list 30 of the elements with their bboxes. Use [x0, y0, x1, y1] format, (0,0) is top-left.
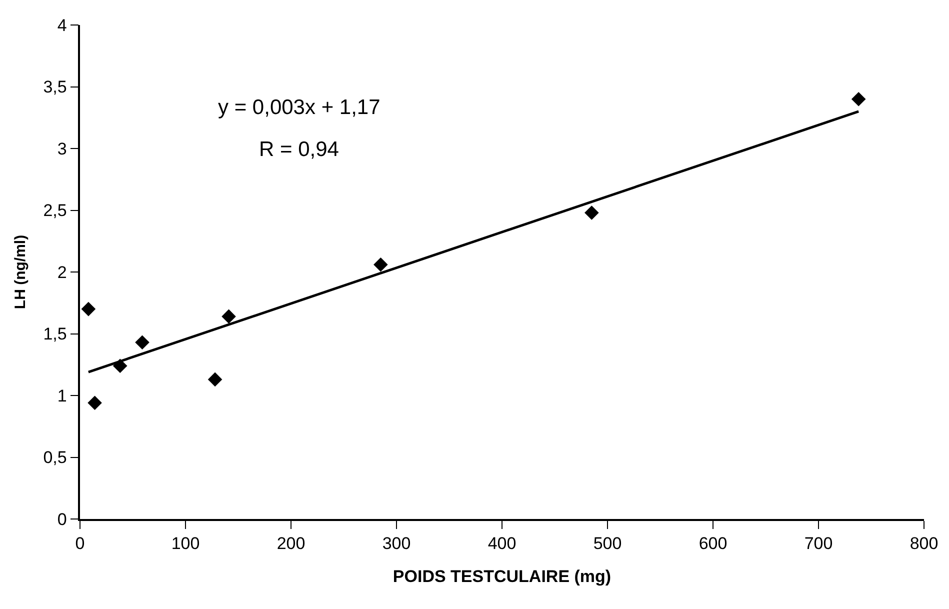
x-tick-label: 100 — [171, 534, 200, 554]
y-tick-label: 2,5 — [43, 201, 67, 220]
point — [81, 302, 96, 316]
y-tick-label: 1 — [57, 386, 67, 406]
annotation: y = 0,003x + 1,17 — [218, 96, 380, 119]
point — [208, 372, 222, 387]
point — [88, 396, 102, 410]
y-tick-label: 0 — [57, 510, 67, 529]
point — [851, 92, 866, 106]
x-tick-label: 700 — [804, 534, 833, 554]
y-tick-label: 1,5 — [43, 324, 67, 344]
x-tick-label: 600 — [698, 534, 728, 554]
x-axis-title: POIDS TESTCULAIRE (mg) — [392, 567, 612, 586]
y-tick-label: 3,5 — [43, 78, 67, 97]
y-tick-label: 0,5 — [43, 448, 67, 468]
y-tick-label: 4 — [57, 16, 67, 35]
point — [374, 257, 388, 272]
annotation: R = 0,94 — [259, 138, 340, 161]
x-tick-label: 400 — [488, 534, 516, 554]
x-tick-label: 200 — [276, 534, 306, 554]
x-tick-label: 300 — [382, 534, 411, 554]
y-axis-title: LH (ng/ml) — [12, 234, 29, 310]
point — [135, 335, 150, 350]
y-tick-label: 2 — [57, 262, 67, 282]
x-tick-label: 0 — [75, 534, 85, 554]
x-tick-label: 800 — [910, 534, 938, 554]
point — [222, 309, 236, 324]
point — [584, 206, 599, 220]
x-tick-label: 500 — [593, 534, 622, 554]
y-tick-label: 3 — [57, 139, 67, 158]
